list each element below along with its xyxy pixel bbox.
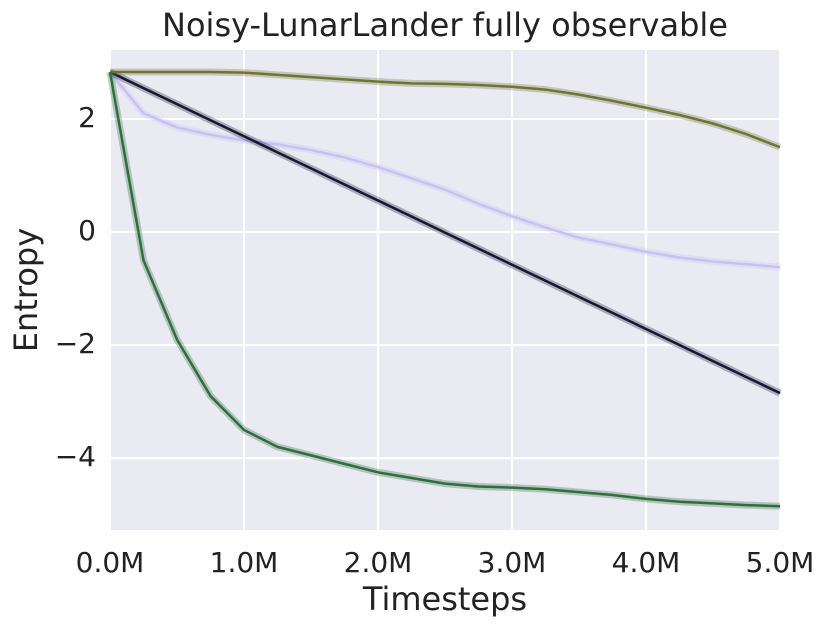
x-axis-label: Timesteps xyxy=(362,580,527,618)
y-tick-label: −4 xyxy=(55,440,96,473)
y-tick-label: 2 xyxy=(78,101,96,134)
chart-title: Noisy-LunarLander fully observable xyxy=(162,6,728,44)
series-line xyxy=(109,71,781,269)
series-line xyxy=(109,70,781,395)
x-tick-label: 1.0M xyxy=(210,546,279,579)
y-tick-label: −2 xyxy=(55,327,96,360)
x-tick-label: 2.0M xyxy=(344,546,413,579)
plot-area xyxy=(110,50,780,530)
x-tick-label: 4.0M xyxy=(612,546,681,579)
y-tick-label: 0 xyxy=(78,214,96,247)
y-axis-label: Entropy xyxy=(7,228,45,352)
x-tick-label: 0.0M xyxy=(76,546,145,579)
x-tick-label: 5.0M xyxy=(746,546,815,579)
x-tick-label: 3.0M xyxy=(478,546,547,579)
series-line xyxy=(108,71,781,508)
series-line xyxy=(110,70,781,149)
